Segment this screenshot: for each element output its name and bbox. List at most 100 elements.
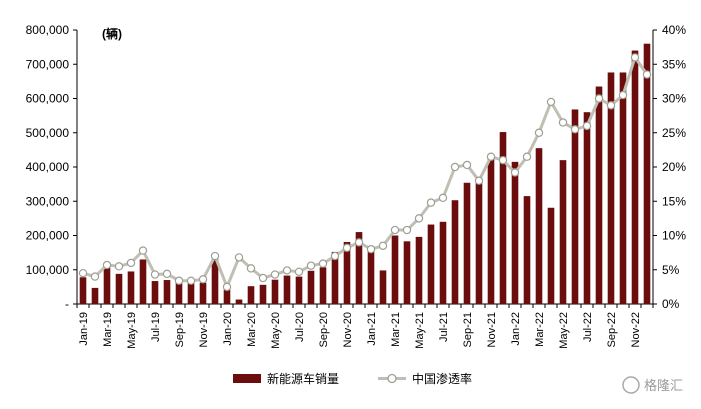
line-point xyxy=(546,97,556,107)
y-left-tick-label: 500,000 xyxy=(26,126,70,140)
line-point xyxy=(378,241,388,250)
x-tick-label: Jan-20 xyxy=(222,312,234,346)
bar xyxy=(559,160,567,304)
line-point xyxy=(498,155,508,165)
bar xyxy=(403,241,411,304)
line-point xyxy=(294,267,304,277)
line-point xyxy=(486,152,496,161)
bar xyxy=(175,282,183,304)
bar xyxy=(499,132,507,304)
bar xyxy=(235,299,243,304)
bar xyxy=(463,182,471,304)
x-tick-label: Nov-19 xyxy=(198,312,210,347)
bar xyxy=(379,270,387,304)
line-point xyxy=(570,125,580,134)
line-point xyxy=(330,251,340,261)
y-right-tick-label: 20% xyxy=(662,160,686,174)
bar xyxy=(199,282,207,304)
bar xyxy=(127,271,135,304)
bar xyxy=(103,266,111,304)
watermark: 格隆汇 xyxy=(622,376,683,394)
line-point xyxy=(606,101,616,110)
line-point xyxy=(414,214,424,223)
y-right-tick-label: 15% xyxy=(662,194,686,208)
y-unit-label: (辆) xyxy=(102,26,122,41)
axes: - 100,000 200,000 300,000 400,000 500,000 600,… xyxy=(26,23,687,349)
bar xyxy=(583,112,591,304)
line-point xyxy=(594,94,604,103)
bar xyxy=(391,235,399,304)
line-point xyxy=(402,225,412,235)
line-point xyxy=(258,273,268,283)
x-tick-label: Sep-21 xyxy=(462,312,474,347)
legend-label-bar: 新能源车销量 xyxy=(267,371,339,386)
y-right-tick-label: 0% xyxy=(662,297,680,311)
bar xyxy=(631,50,639,304)
line-point xyxy=(198,275,208,284)
line-point xyxy=(582,121,592,131)
x-tick-label: Jan-19 xyxy=(78,312,90,346)
bar xyxy=(331,251,339,304)
line-point xyxy=(426,198,436,207)
x-tick-label: Sep-20 xyxy=(318,312,330,347)
bar xyxy=(547,207,555,304)
x-tick-label: May-22 xyxy=(558,312,570,349)
x-tick-label: Jan-21 xyxy=(366,312,378,346)
line-point xyxy=(150,270,160,279)
bar xyxy=(151,281,159,304)
line-point xyxy=(90,272,100,281)
line-point xyxy=(102,260,112,270)
bar xyxy=(439,221,447,304)
line-point xyxy=(222,282,232,292)
bar xyxy=(475,181,483,304)
y-left-tick-label: 200,000 xyxy=(26,229,70,243)
line-point xyxy=(354,238,364,247)
line-point xyxy=(534,128,544,137)
bar xyxy=(571,109,579,305)
line-point xyxy=(474,176,484,185)
bar xyxy=(367,248,375,304)
bar xyxy=(619,72,627,304)
y-right-tick-label: 10% xyxy=(662,229,686,243)
line-point xyxy=(162,269,172,279)
line-point xyxy=(630,53,640,62)
line-point xyxy=(270,270,280,279)
line-point xyxy=(306,261,316,270)
y-left-tick-label: - xyxy=(65,297,69,311)
x-tick-label: Jul-20 xyxy=(294,312,306,342)
bar xyxy=(607,72,615,304)
bar xyxy=(319,267,327,304)
line-point xyxy=(174,276,184,285)
y-left-tick-label: 400,000 xyxy=(26,160,70,174)
x-tick-label: May-19 xyxy=(126,312,138,349)
x-tick-label: Jul-19 xyxy=(150,312,162,342)
bar xyxy=(643,43,651,304)
line-point xyxy=(78,268,88,278)
line-point xyxy=(366,244,376,254)
y-left-tick-label: 300,000 xyxy=(26,194,70,208)
line-point xyxy=(126,258,136,268)
bar xyxy=(115,273,123,304)
x-tick-label: Nov-20 xyxy=(342,312,354,347)
bar xyxy=(427,224,435,304)
bar xyxy=(211,259,219,304)
y-right-tick-label: 35% xyxy=(662,57,686,71)
bar xyxy=(487,157,495,304)
bar xyxy=(451,200,459,304)
bar xyxy=(343,242,351,304)
y-left-tick-label: 700,000 xyxy=(26,57,70,71)
bar xyxy=(91,287,99,304)
line-point xyxy=(186,276,196,285)
watermark-logo-icon xyxy=(622,376,640,394)
y-left-tick-label: 800,000 xyxy=(26,23,70,37)
x-tick-label: Jul-21 xyxy=(438,312,450,342)
bar xyxy=(295,276,303,304)
line-point xyxy=(282,266,292,275)
bar xyxy=(163,280,171,304)
bar xyxy=(307,270,315,304)
line-point xyxy=(114,262,124,271)
bar xyxy=(223,289,231,304)
y-left-tick-label: 600,000 xyxy=(26,92,70,106)
